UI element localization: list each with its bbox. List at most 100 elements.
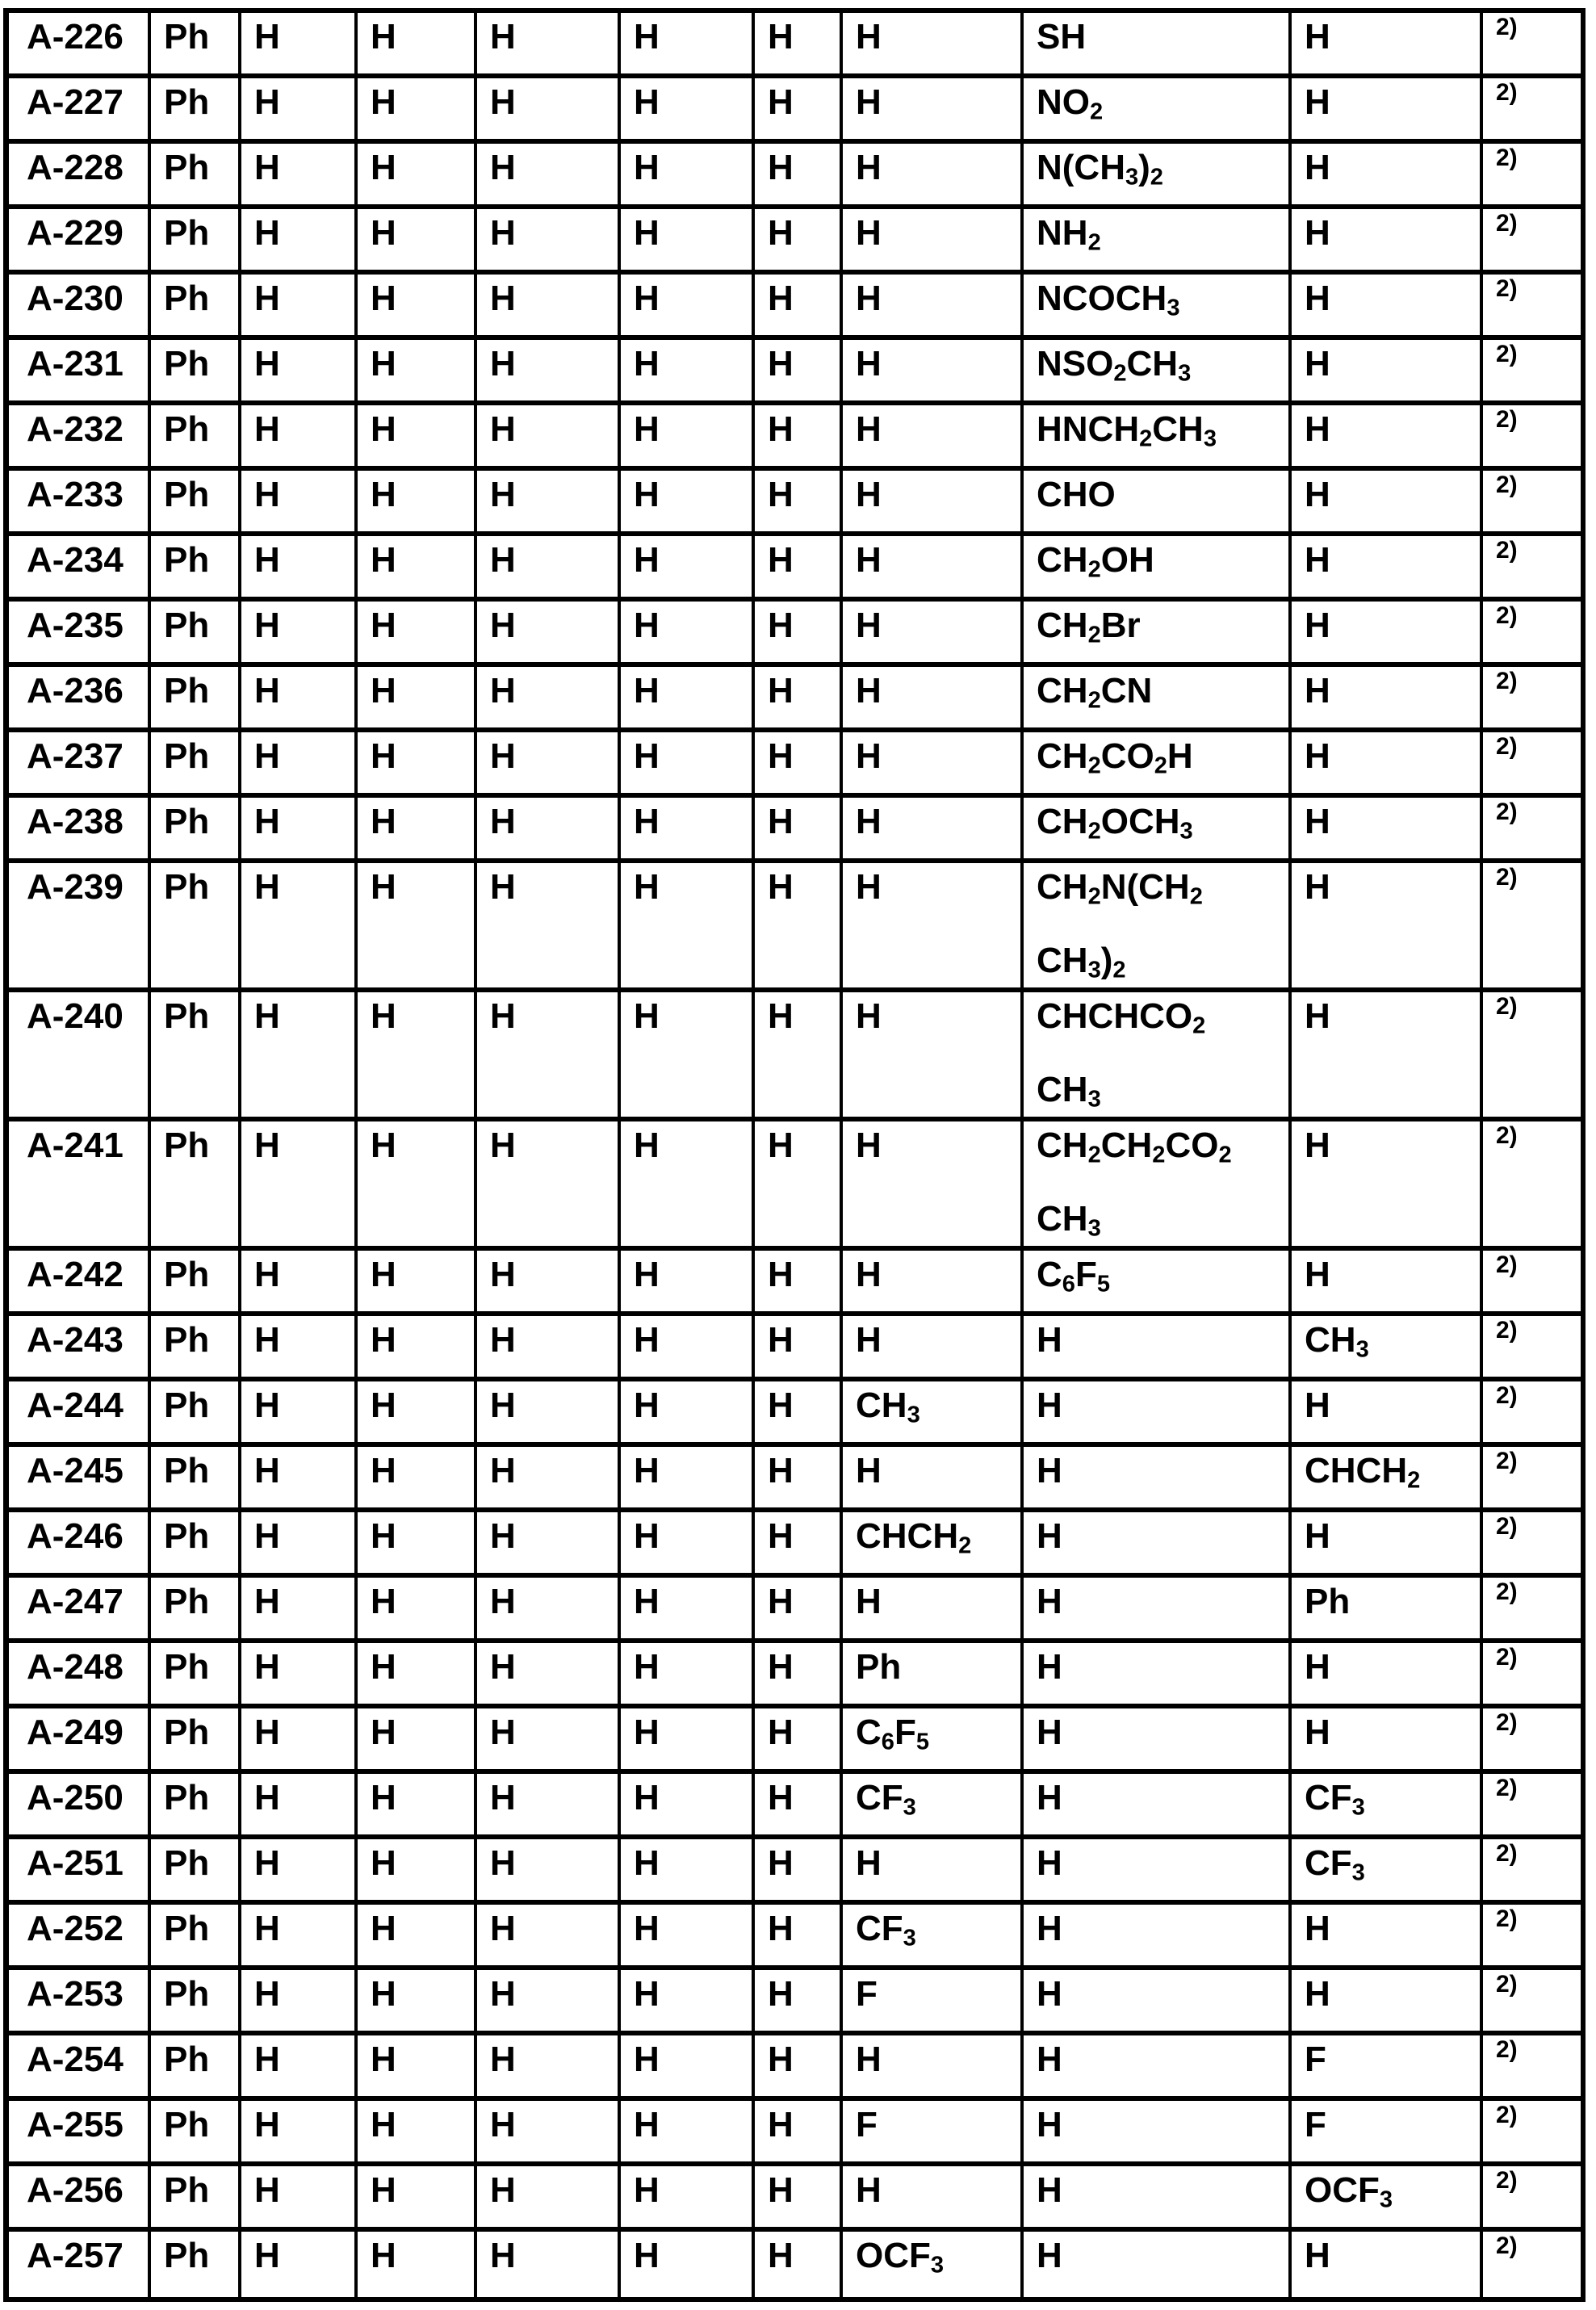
compound-id-cell: A-251: [9, 1839, 151, 1905]
formula-line: H: [634, 2105, 660, 2144]
compound-substituent-table: A-226 Ph H H H H H H SH H 2) A-227 Ph H H H H H H NO2 H 2) A-2…: [3, 8, 1586, 2302]
formula-line: H: [634, 1126, 660, 1165]
subscript-text: 3: [1203, 426, 1217, 452]
formula-line: Ph: [164, 1647, 210, 1687]
formula-line: H: [768, 1320, 794, 1360]
substituent-cell: H: [843, 536, 1024, 602]
substituent-cell: H: [358, 1512, 477, 1578]
substituent-cell: Ph: [151, 798, 241, 863]
formula-line: H: [856, 540, 882, 580]
formula-line: Ph: [164, 1320, 210, 1360]
formula-line: CF3: [1305, 1843, 1365, 1886]
formula-line: H: [768, 2170, 794, 2210]
formula-line: H: [254, 1843, 280, 1883]
substituent-cell: H: [755, 340, 843, 405]
formula-line: H: [634, 867, 660, 907]
formula-line: H: [768, 1451, 794, 1490]
formula-line: H: [1305, 867, 1330, 907]
formula-line: H: [371, 2040, 396, 2079]
substituent-cell: H: [241, 1774, 358, 1839]
substituent-cell: H: [1292, 798, 1483, 863]
substituent-cell: H: [755, 732, 843, 798]
formula-line: Ph: [164, 213, 210, 253]
substituent-cell: H: [755, 863, 843, 992]
formula-line: Ph: [164, 279, 210, 318]
substituent-cell: H: [241, 798, 358, 863]
formula-line: H: [634, 1909, 660, 1948]
subscript-text: 3: [1167, 295, 1180, 321]
substituent-cell: H: [621, 1708, 755, 1774]
substituent-cell: Ph: [151, 340, 241, 405]
formula-line: H: [371, 409, 396, 449]
formula-line: H: [1305, 1255, 1330, 1294]
formula-line: H: [768, 2105, 794, 2144]
substituent-cell: H: [843, 13, 1024, 78]
formula-line: H: [490, 213, 516, 253]
subscript-text: 3: [903, 1925, 916, 1952]
formula-line: H: [254, 1974, 280, 2014]
substituent-cell: H: [843, 798, 1024, 863]
subscript-text: 2: [1087, 883, 1101, 910]
substituent-cell: F: [843, 1970, 1024, 2035]
formula-line: H: [371, 1255, 396, 1294]
formula-line: H: [490, 2170, 516, 2210]
footnote-ref-cell: 2): [1483, 471, 1581, 536]
substituent-cell: H: [241, 732, 358, 798]
substituent-cell: H: [843, 78, 1024, 144]
formula-line: H: [490, 1909, 516, 1948]
formula-line: H: [490, 409, 516, 449]
formula-line: H: [634, 213, 660, 253]
formula-line: H: [490, 344, 516, 384]
substituent-cell: H: [621, 1381, 755, 1447]
formula-line: H: [1305, 279, 1330, 318]
formula-line: H: [768, 2236, 794, 2275]
substituent-cell: H: [477, 2101, 621, 2166]
subscript-text: 2: [1189, 883, 1203, 910]
formula-line: N(CH3)2: [1037, 148, 1163, 191]
substituent-cell: H: [1024, 1970, 1292, 2035]
formula-line: CH3)2: [1037, 941, 1126, 983]
substituent-cell: H: [1292, 340, 1483, 405]
formula-line: H: [856, 17, 882, 57]
formula-line: H: [1037, 1647, 1062, 1687]
formula-line: H: [490, 1843, 516, 1883]
formula-line: H: [254, 736, 280, 776]
substituent-cell: H: [358, 1381, 477, 1447]
formula-line: CH2OH: [1037, 540, 1154, 583]
substituent-cell: H: [755, 1251, 843, 1316]
substituent-cell: H: [241, 1578, 358, 1643]
substituent-cell: H: [358, 1905, 477, 1970]
formula-line: H: [768, 279, 794, 318]
formula-line: H: [254, 1778, 280, 1817]
compound-id-cell: A-226: [9, 13, 151, 78]
substituent-cell: H: [1292, 1512, 1483, 1578]
substituent-cell: H: [477, 340, 621, 405]
substituent-cell: C6F5: [843, 1708, 1024, 1774]
compound-id-cell: A-244: [9, 1381, 151, 1447]
substituent-cell: CHCH2: [843, 1512, 1024, 1578]
compound-id-cell: A-232: [9, 405, 151, 471]
substituent-cell: F: [843, 2101, 1024, 2166]
formula-line: H: [490, 1126, 516, 1165]
formula-line: H: [371, 802, 396, 841]
formula-line: Ph: [164, 671, 210, 711]
substituent-cell: H: [358, 1121, 477, 1251]
formula-line: H: [634, 2040, 660, 2079]
formula-line: H: [856, 1126, 882, 1165]
formula-line: H: [768, 867, 794, 907]
formula-line: H: [634, 1713, 660, 1752]
footnote-ref-cell: 2): [1483, 1578, 1581, 1643]
compound-id-cell: A-253: [9, 1970, 151, 2035]
formula-line: H: [1037, 1974, 1062, 2014]
substituent-cell: H: [621, 732, 755, 798]
formula-line: H: [490, 17, 516, 57]
formula-line: H: [768, 1713, 794, 1752]
formula-line: OCF3: [856, 2236, 945, 2279]
substituent-cell: CH2CH2CO2 CH3: [1024, 1121, 1292, 1251]
formula-line: H: [1305, 213, 1330, 253]
formula-line: H: [1305, 82, 1330, 122]
substituent-cell: Ph: [151, 2035, 241, 2101]
substituent-cell: H: [1292, 78, 1483, 144]
substituent-cell: H: [477, 863, 621, 992]
substituent-cell: H: [1024, 1839, 1292, 1905]
